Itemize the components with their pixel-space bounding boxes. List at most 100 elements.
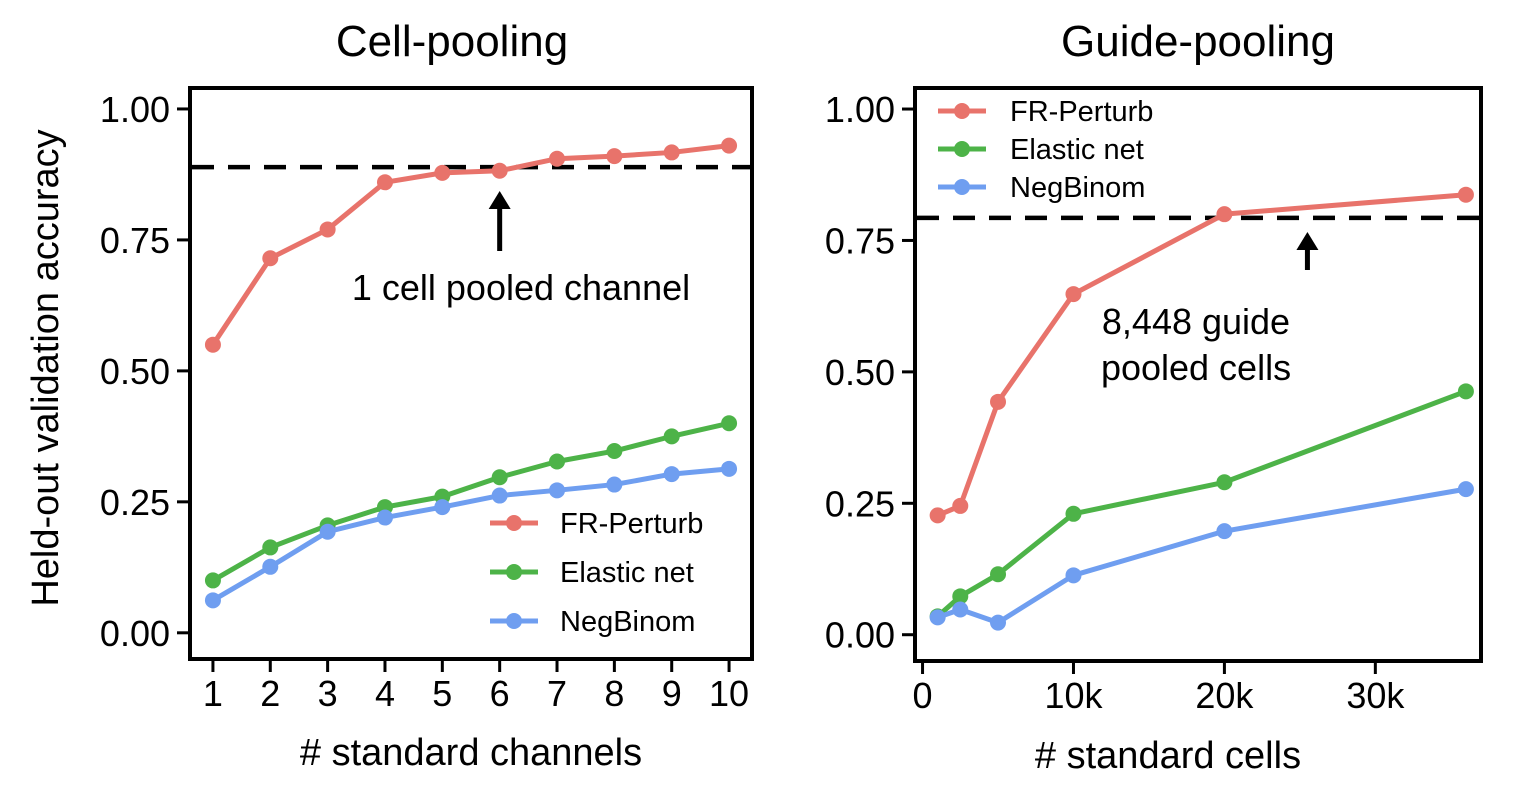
data-point — [1216, 206, 1233, 223]
x-tick-label: 10 — [709, 673, 749, 714]
legend-label: Elastic net — [560, 557, 694, 589]
x-tick-label: 0 — [913, 675, 933, 716]
legend: FR-Perturb Elastic net NegBinom — [490, 508, 703, 638]
x-tick-label: 20k — [1195, 675, 1254, 716]
data-point — [1065, 567, 1082, 584]
annotation-text: pooled cells — [1101, 347, 1291, 388]
legend-swatch-marker — [954, 103, 970, 119]
series-negbinom — [204, 460, 738, 609]
x-tick-label: 10k — [1044, 675, 1103, 716]
legend-item: Elastic net — [490, 557, 694, 589]
data-point — [606, 443, 623, 460]
annotation-text: 8,448 guide — [1102, 301, 1290, 342]
y-tick-label: 0.00 — [825, 615, 895, 656]
legend-item: NegBinom — [490, 606, 695, 638]
data-point — [663, 428, 680, 445]
series-elastic-net — [929, 383, 1474, 625]
cell-pooling-panel: Cell-pooling # standard channels 0.00 0.2… — [100, 17, 754, 774]
legend-item: NegBinom — [938, 172, 1145, 204]
x-tick-label: 5 — [432, 673, 452, 714]
data-point — [1065, 505, 1082, 522]
y-tick-label: 0.25 — [825, 483, 895, 524]
panel-title: Cell-pooling — [336, 17, 568, 66]
data-point — [319, 221, 336, 238]
y-tick-label: 0.75 — [825, 220, 895, 261]
x-tick-label: 8 — [604, 673, 624, 714]
panel-title: Guide-pooling — [1061, 17, 1335, 66]
guide-pooling-panel: Guide-pooling # standard cells 0.00 0.25 0… — [825, 17, 1483, 777]
data-point — [606, 476, 623, 493]
data-point — [434, 164, 451, 181]
data-point — [262, 250, 279, 267]
data-point — [1457, 481, 1474, 498]
legend-swatch-marker — [506, 515, 522, 531]
legend-swatch-marker — [506, 613, 522, 629]
x-axis-label: # standard channels — [300, 732, 642, 774]
data-point — [549, 453, 566, 470]
series-line — [936, 486, 1467, 626]
legend-swatch-marker — [954, 179, 970, 195]
x-tick-label: 2 — [260, 673, 280, 714]
data-point — [663, 144, 680, 161]
data-point — [319, 523, 336, 540]
data-point — [491, 162, 508, 179]
data-point — [721, 137, 738, 154]
data-point — [262, 558, 279, 575]
series-fr-perturb — [204, 137, 738, 353]
x-tick-label: 7 — [547, 673, 567, 714]
data-point — [549, 482, 566, 499]
x-tick-label: 30k — [1346, 675, 1405, 716]
data-point — [376, 509, 393, 526]
figure-y-axis-label: Held-out validation accuracy — [25, 129, 67, 606]
data-point — [434, 499, 451, 516]
data-point — [929, 609, 946, 626]
data-point — [1457, 383, 1474, 400]
x-tick-label: 6 — [490, 673, 510, 714]
legend-label: FR-Perturb — [1010, 96, 1153, 128]
y-tick-label: 1.00 — [825, 89, 895, 130]
x-tick-label: 1 — [203, 673, 223, 714]
x-tick-label: 3 — [318, 673, 338, 714]
series-negbinom — [929, 481, 1474, 631]
data-point — [549, 150, 566, 167]
data-point — [952, 588, 969, 605]
annotation: 1 cell pooled channel — [352, 191, 690, 308]
data-point — [721, 415, 738, 432]
legend-item: FR-Perturb — [490, 508, 703, 540]
plot-area: 0.00 0.25 0.50 0.75 1.00 0 10k 20k 30k 8,448 guid… — [825, 86, 1483, 716]
y-tick-label: 0.00 — [100, 613, 170, 654]
annotation-arrowhead — [1296, 232, 1319, 250]
x-axis-label: # standard cells — [1035, 735, 1301, 777]
data-point — [721, 460, 738, 477]
data-point — [1216, 523, 1233, 540]
data-point — [262, 539, 279, 556]
data-point — [990, 566, 1007, 583]
data-point — [204, 336, 221, 353]
legend-item: Elastic net — [938, 134, 1144, 166]
series-line — [210, 143, 730, 347]
annotation-arrowhead — [488, 191, 511, 209]
data-point — [929, 507, 946, 524]
data-point — [376, 174, 393, 191]
series-fr-perturb — [929, 186, 1474, 524]
legend-label: NegBinom — [560, 606, 695, 638]
data-point — [491, 469, 508, 486]
annotation-text: 1 cell pooled channel — [352, 267, 690, 308]
legend-item: FR-Perturb — [938, 96, 1153, 128]
series-elastic-net — [204, 415, 738, 589]
data-point — [606, 148, 623, 165]
x-tick-label: 9 — [662, 673, 682, 714]
legend: FR-Perturb Elastic net NegBinom — [938, 96, 1153, 204]
data-point — [663, 466, 680, 483]
y-tick-label: 0.50 — [100, 351, 170, 392]
data-point — [491, 487, 508, 504]
data-point — [990, 614, 1007, 631]
plot-frame — [188, 86, 754, 661]
data-point — [204, 572, 221, 589]
y-tick-label: 0.25 — [100, 482, 170, 523]
plot-area: 0.00 0.25 0.50 0.75 1.00 1 2 3 4 5 6 7 8 9 10 1 cell po… — [100, 86, 754, 714]
legend-label: Elastic net — [1010, 134, 1144, 166]
data-point — [1457, 186, 1474, 203]
data-point — [990, 393, 1007, 410]
